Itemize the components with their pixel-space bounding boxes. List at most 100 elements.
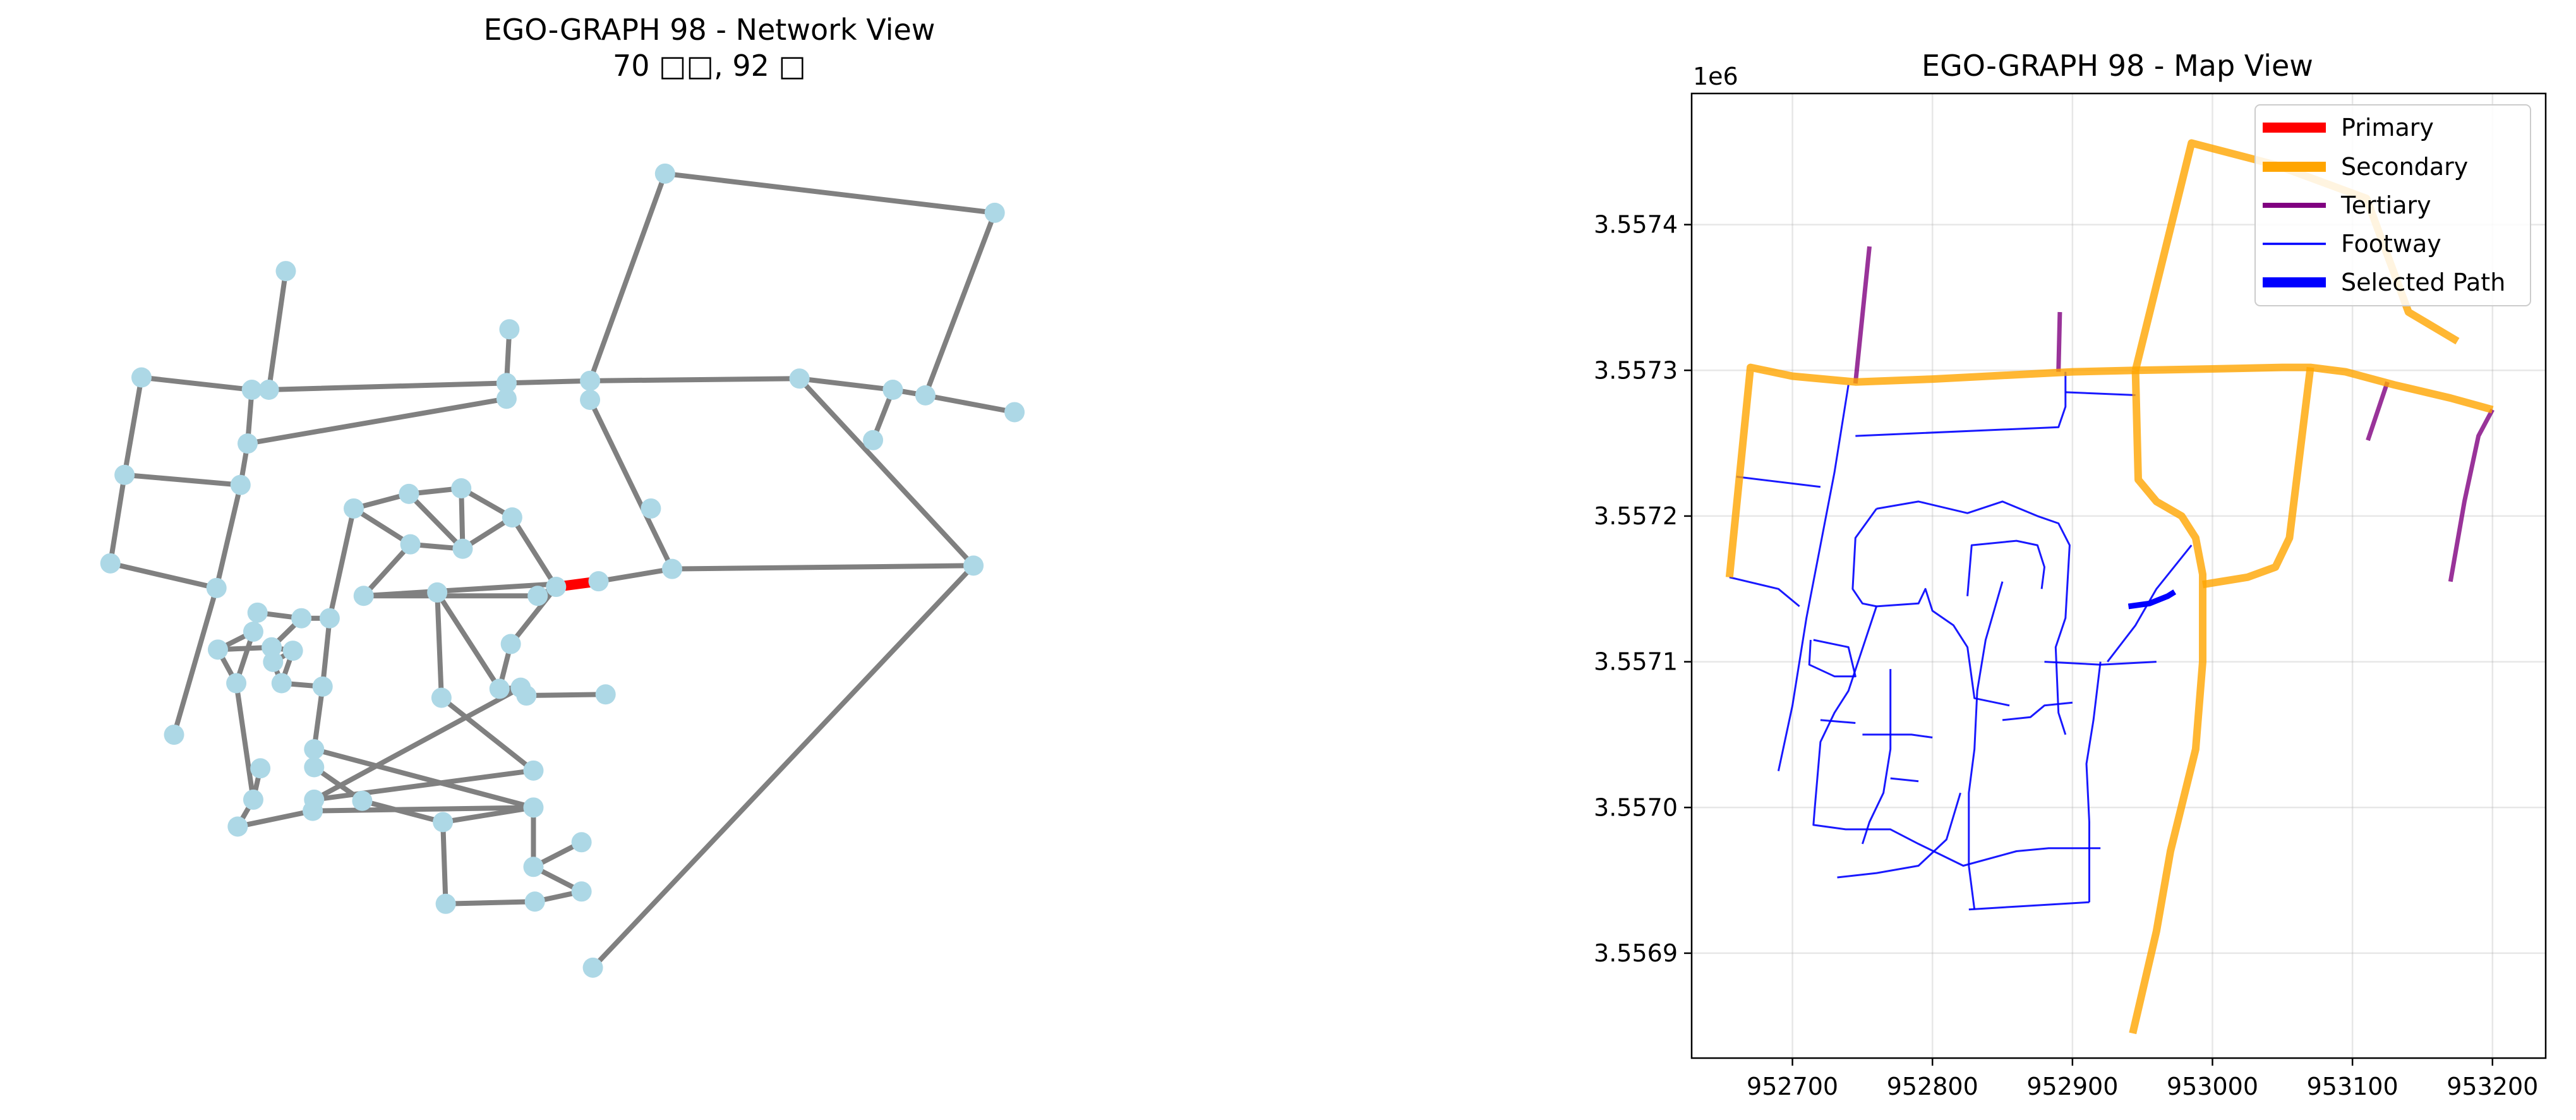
network-node <box>571 832 592 853</box>
network-node <box>580 389 601 410</box>
network-node <box>344 498 364 519</box>
network-edge <box>266 380 509 393</box>
footway-path <box>1876 500 2071 735</box>
y-tick-label: 3.5573 <box>1594 356 1678 384</box>
selected-path <box>2128 589 2177 610</box>
network-node <box>431 687 452 708</box>
network-node <box>399 483 419 504</box>
footway-path <box>1890 777 1919 783</box>
x-tick-label: 953100 <box>2307 1073 2398 1100</box>
network-edge <box>670 563 977 572</box>
network-edge <box>509 515 559 590</box>
y-tick-label: 3.5572 <box>1594 502 1678 530</box>
network-edge <box>922 392 1018 415</box>
legend-label-footway: Footway <box>2341 230 2441 258</box>
network-node <box>131 367 152 388</box>
footway-path <box>2107 545 2193 663</box>
network-edge <box>503 378 593 386</box>
network-node <box>262 637 282 658</box>
tertiary-road <box>2448 408 2495 582</box>
network-edge <box>351 505 413 547</box>
x-tick-label: 953000 <box>2167 1073 2258 1100</box>
legend-label-tertiary: Tertiary <box>2340 191 2431 219</box>
network-node <box>433 812 454 833</box>
network-node <box>226 673 247 694</box>
network-edge <box>122 375 144 478</box>
network-node <box>582 957 603 978</box>
network-node <box>546 577 567 598</box>
network-node <box>250 758 271 779</box>
network-node <box>230 474 251 495</box>
network-node <box>496 373 517 394</box>
network-edge <box>438 695 536 773</box>
network-node <box>523 760 544 781</box>
network-node <box>595 684 616 705</box>
network-edge <box>587 397 675 572</box>
footway-path <box>1968 901 2090 911</box>
network-edge <box>440 819 448 906</box>
network-node <box>243 621 263 642</box>
network-node <box>400 534 421 555</box>
network-edge <box>122 472 243 488</box>
network-edge <box>235 808 316 829</box>
network-node <box>527 586 548 606</box>
secondary-road <box>2129 370 2206 1035</box>
legend-item-primary: Primary <box>2263 114 2434 142</box>
footway-path <box>1808 639 1857 678</box>
footway-path <box>1851 508 2010 707</box>
network-edge <box>440 805 536 825</box>
network-edge <box>359 798 446 825</box>
network-node <box>789 368 810 389</box>
tertiary-road <box>2366 381 2390 442</box>
network-node <box>312 676 333 697</box>
network-view-panel: EGO-GRAPH 98 - Network View 70 □□, 92 □ <box>100 13 1025 978</box>
network-edge <box>171 585 219 738</box>
network-edge <box>320 615 332 689</box>
network-node <box>882 380 903 400</box>
footway-path <box>1736 476 1821 488</box>
legend-item-secondary: Secondary <box>2263 153 2468 181</box>
network-edge <box>443 899 538 906</box>
x-tick-label: 952800 <box>1887 1073 1978 1100</box>
footway-path <box>1777 385 1850 771</box>
network-node <box>523 797 544 818</box>
legend-frame <box>2254 104 2531 306</box>
network-node <box>524 891 545 912</box>
network-node <box>258 380 279 400</box>
network-node <box>984 202 1005 223</box>
footway-path <box>2065 391 2136 396</box>
footway-path <box>1820 719 1856 724</box>
network-nodes <box>100 163 1025 978</box>
footway-path <box>1812 606 2101 867</box>
network-node <box>451 478 472 499</box>
network-node <box>523 857 544 877</box>
footway-path <box>1729 576 1800 608</box>
network-edge <box>311 683 325 752</box>
network-node <box>496 388 517 409</box>
network-edge <box>234 680 256 802</box>
network-edge <box>587 171 668 383</box>
network-view-title: EGO-GRAPH 98 - Network View <box>484 13 936 47</box>
map-view-title: EGO-GRAPH 98 - Map View <box>1922 49 2313 83</box>
network-node <box>1004 402 1025 423</box>
y-tick-label: 3.5574 <box>1594 211 1678 239</box>
network-edge <box>406 491 466 551</box>
network-view-subtitle: 70 □□, 92 □ <box>613 49 806 83</box>
network-node <box>863 430 884 450</box>
map-axes-frame <box>1690 92 2547 1059</box>
network-node <box>243 789 263 810</box>
network-node <box>353 586 374 606</box>
map-legend: Primary Secondary Tertiary Footway Selec… <box>2254 104 2531 306</box>
network-edge <box>214 482 243 591</box>
legend-label-primary: Primary <box>2341 114 2434 142</box>
network-edge <box>107 560 219 591</box>
network-edge <box>797 376 896 393</box>
network-edge <box>107 472 128 566</box>
network-node <box>516 685 537 706</box>
footway-path <box>1966 539 2045 596</box>
network-node <box>641 498 661 519</box>
network-node <box>263 651 284 672</box>
legend-label-selected-path: Selected Path <box>2341 268 2505 296</box>
network-edge <box>311 685 524 802</box>
network-node <box>164 725 184 745</box>
